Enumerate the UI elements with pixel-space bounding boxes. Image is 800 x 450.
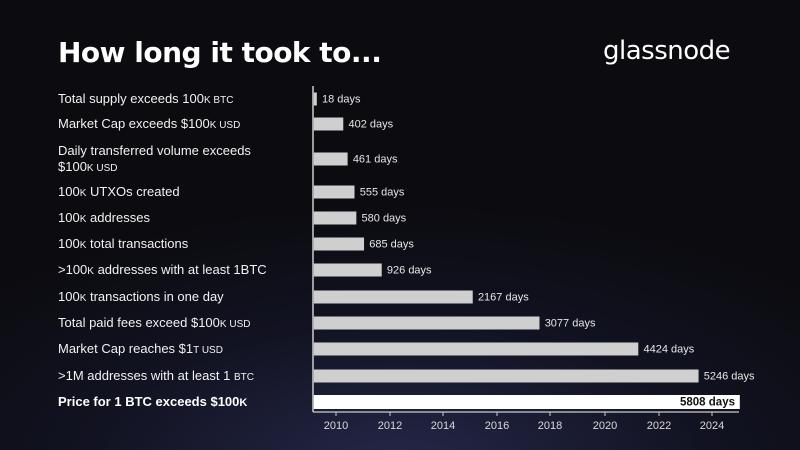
- bar: [313, 185, 355, 199]
- category-label: 100K total transactions: [58, 236, 189, 251]
- bar-value-label: 5808 days: [680, 397, 735, 409]
- category-label: 100K UTXOs created: [58, 184, 180, 199]
- glassnode-logo: glassnode: [603, 36, 731, 66]
- bar: [313, 316, 540, 330]
- category-label: Total paid fees exceed $100K USD: [58, 315, 251, 330]
- x-tick-label: 2012: [378, 420, 402, 432]
- bar-value-label: 5246 days: [704, 371, 755, 383]
- bar-value-label: 18 days: [322, 94, 361, 106]
- bar-value-label: 2167 days: [478, 292, 529, 304]
- bar: [313, 152, 348, 166]
- bar-value-label: 461 days: [353, 154, 398, 166]
- x-tick-label: 2018: [538, 420, 562, 432]
- category-label: Daily transferred volume exceeds $100K U…: [58, 143, 251, 174]
- x-tick-label: 2014: [431, 420, 455, 432]
- category-label: >100K addresses with at least 1BTC: [58, 262, 267, 277]
- bar-value-label: 3077 days: [545, 318, 596, 330]
- bar: [313, 263, 382, 277]
- bar: [313, 92, 317, 106]
- bar: [313, 290, 473, 304]
- category-label: Market Cap exceeds $100K USD: [58, 116, 241, 131]
- bar-value-label: 926 days: [387, 265, 432, 277]
- x-tick-label: 2024: [700, 420, 724, 432]
- bar: [313, 395, 740, 409]
- x-tick-label: 2022: [647, 420, 671, 432]
- bar-value-label: 555 days: [360, 187, 405, 199]
- category-label: 100K transactions in one day: [58, 289, 224, 304]
- bar: [313, 369, 699, 383]
- bar-value-label: 580 days: [362, 213, 407, 225]
- bar-value-label: 402 days: [348, 119, 393, 131]
- x-tick-label: 2020: [593, 420, 617, 432]
- bar: [313, 237, 365, 251]
- x-tick-label: 2016: [485, 420, 509, 432]
- category-label: Market Cap reaches $1T USD: [58, 341, 223, 356]
- bar-value-label: 4424 days: [643, 344, 694, 356]
- category-label: Price for 1 BTC exceeds $100K: [58, 394, 248, 409]
- bar: [313, 117, 344, 131]
- chart-title: How long it took to...: [58, 36, 382, 69]
- category-label: 100K addresses: [58, 210, 150, 225]
- x-tick-label: 2010: [324, 420, 348, 432]
- bar: [313, 342, 639, 356]
- bar-value-label: 685 days: [369, 239, 414, 251]
- category-label: >1M addresses with at least 1 BTC: [58, 368, 254, 383]
- category-label: Total supply exceeds 100K BTC: [58, 91, 234, 106]
- bar: [313, 211, 357, 225]
